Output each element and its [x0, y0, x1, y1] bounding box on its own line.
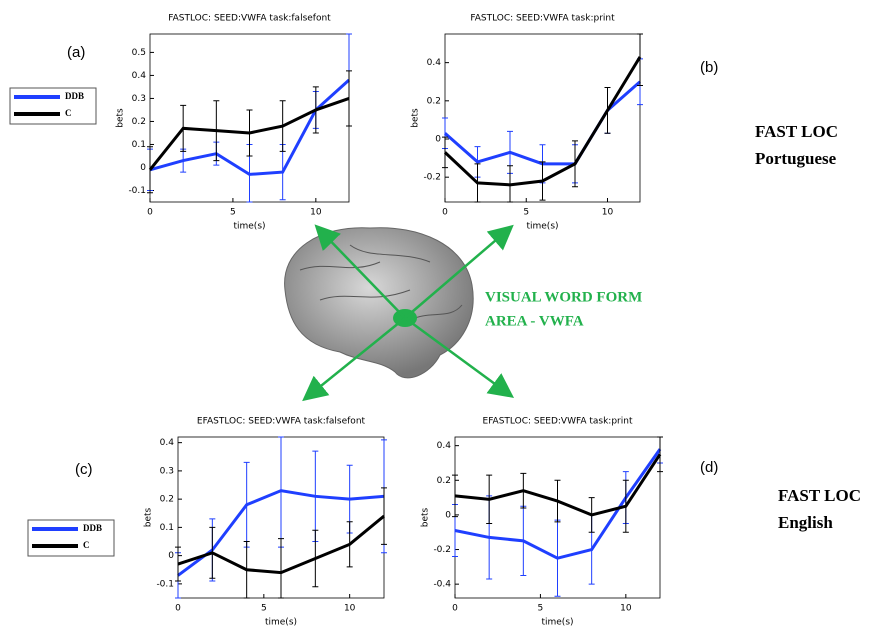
error-bar	[175, 546, 181, 582]
error-bar	[278, 538, 284, 599]
y-tick-label: 0.3	[160, 466, 174, 476]
panel-label: (a)	[67, 44, 85, 61]
x-tick-label: 0	[442, 208, 448, 218]
y-tick-label: 0	[435, 135, 441, 145]
y-tick-label: -0.4	[433, 580, 451, 590]
x-axis-label: time(s)	[526, 222, 558, 232]
legend	[27, 519, 115, 557]
y-tick-label: 0.4	[427, 58, 442, 68]
chart-title: FASTLOC: SEED:VWFA task:print	[470, 14, 615, 24]
x-tick-label: 0	[452, 604, 458, 614]
error-bar	[147, 146, 153, 194]
x-axis-label: time(s)	[265, 618, 297, 626]
y-axis-label: bets	[144, 507, 154, 527]
x-axis-label: time(s)	[233, 222, 265, 232]
y-axis-label: bets	[421, 507, 431, 527]
series-line	[454, 453, 662, 517]
legend-label: DDB	[83, 523, 102, 533]
y-tick-label: 0.2	[132, 117, 146, 127]
y-tick-label: 0.1	[160, 523, 174, 533]
x-axis-label: time(s)	[541, 618, 573, 626]
y-tick-label: -0.1	[128, 186, 146, 196]
chart-title: EFASTLOC: SEED:VWFA task:falsefont	[197, 417, 366, 427]
y-tick-label: 0.1	[132, 140, 146, 150]
x-tick-label: 5	[523, 208, 529, 218]
x-tick-label: 10	[344, 604, 356, 614]
series-line	[443, 56, 642, 187]
panel-label: (d)	[700, 459, 718, 476]
annotation: English	[778, 513, 833, 532]
x-tick-label: 10	[602, 208, 614, 218]
panel-label: (b)	[700, 59, 718, 76]
x-tick-label: 5	[538, 604, 544, 614]
y-tick-label: 0.2	[437, 476, 451, 486]
x-tick-label: 10	[620, 604, 632, 614]
brain	[284, 224, 515, 402]
legend-label: C	[65, 108, 72, 118]
y-tick-label: 0	[168, 551, 174, 561]
legend	[9, 87, 97, 125]
y-tick-label: 0.4	[132, 71, 147, 81]
y-tick-label: 0	[140, 163, 146, 173]
x-tick-label: 5	[261, 604, 267, 614]
annotation: Portuguese	[755, 149, 837, 168]
x-tick-label: 0	[147, 208, 153, 218]
y-axis-label: bets	[411, 108, 421, 128]
y-tick-label: 0.3	[132, 94, 146, 104]
y-tick-label: -0.2	[423, 173, 441, 183]
error-bar	[442, 136, 448, 169]
y-axis-label: bets	[116, 108, 126, 128]
legend-label: DDB	[65, 91, 84, 101]
x-tick-label: 10	[310, 208, 322, 218]
y-tick-label: 0.4	[437, 441, 452, 451]
annotation: FAST LOC	[755, 122, 838, 141]
y-tick-label: 0.5	[132, 48, 146, 58]
error-bar	[452, 474, 458, 518]
annotation: FAST LOC	[778, 486, 861, 505]
y-tick-label: 0.4	[160, 438, 175, 448]
y-tick-label: 0	[445, 510, 451, 520]
legend-label: C	[83, 540, 90, 550]
error-bar	[381, 487, 387, 545]
chart-title: FASTLOC: SEED:VWFA task:falsefont	[168, 14, 331, 24]
panel-label: (c)	[75, 461, 93, 478]
annotation: VISUAL WORD FORM	[485, 289, 642, 305]
annotation: AREA - VWFA	[485, 313, 584, 329]
chart-title: EFASTLOC: SEED:VWFA task:print	[483, 417, 633, 427]
y-tick-label: -0.1	[156, 579, 174, 589]
series-line	[177, 514, 385, 575]
x-tick-label: 0	[175, 604, 181, 614]
y-tick-label: 0.2	[160, 495, 174, 505]
y-tick-label: -0.2	[433, 545, 451, 555]
x-tick-label: 5	[230, 208, 236, 218]
y-tick-label: 0.2	[427, 96, 441, 106]
series-line	[148, 97, 350, 171]
